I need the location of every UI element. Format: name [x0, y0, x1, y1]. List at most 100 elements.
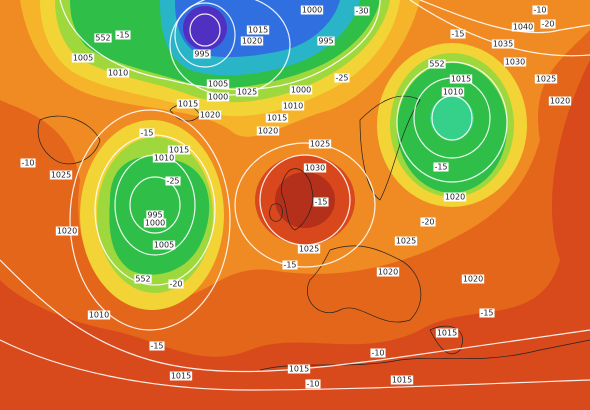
isobar-label: 1000: [145, 219, 165, 228]
label-box: [511, 22, 535, 32]
isobar-label: 552: [429, 60, 444, 69]
label-box: [548, 96, 572, 106]
isobar-label: -15: [140, 129, 153, 138]
isobar-label: 1025: [51, 171, 71, 180]
label-box: [176, 99, 200, 109]
label-box: [305, 379, 321, 389]
isobar-label: 1020: [463, 275, 483, 284]
isobar-label: 1015: [392, 376, 412, 385]
isobar-label: 1025: [237, 88, 257, 97]
label-box: [394, 236, 418, 246]
isobar-label: 995: [318, 37, 333, 46]
label-box: [450, 29, 466, 39]
label-box: [94, 33, 112, 43]
label-box: [354, 6, 370, 16]
label-box: [534, 74, 558, 84]
label-box: [370, 348, 386, 358]
label-box: [289, 85, 313, 95]
label-box: [165, 176, 181, 186]
isobar-label: 552: [95, 34, 110, 43]
label-box: [256, 126, 280, 136]
isobar-label: 1020: [550, 97, 570, 106]
label-box: [143, 218, 167, 228]
label-box: [479, 308, 495, 318]
label-box: [491, 39, 515, 49]
isobar-label: -10: [306, 380, 319, 389]
isobar-label: -15: [283, 261, 296, 270]
label-box: [461, 274, 485, 284]
label-box: [281, 101, 305, 111]
label-box: [198, 110, 222, 120]
isobar-label: -20: [169, 280, 182, 289]
label-box: [169, 371, 193, 381]
isobar-label: -30: [355, 7, 368, 16]
label-box: [443, 192, 467, 202]
isobar-label: -25: [335, 74, 348, 83]
isobar-label: 1005: [154, 241, 174, 250]
isobar-label: -15: [150, 342, 163, 351]
label-box: [206, 79, 230, 89]
isobar-label: 1010: [154, 154, 174, 163]
isobar-label: 1015: [437, 329, 457, 338]
label-box: [193, 49, 211, 59]
isobar-label: 1010: [443, 88, 463, 97]
isobar-label: -15: [116, 31, 129, 40]
label-box: [71, 53, 95, 63]
isobar-label: -20: [541, 20, 554, 29]
label-box: [139, 128, 155, 138]
label-box: [313, 197, 329, 207]
label-box: [420, 217, 436, 227]
label-box: [433, 162, 449, 172]
isobar-label: 1015: [248, 26, 268, 35]
isobar-label: -10: [371, 349, 384, 358]
isobar-label: -10: [533, 6, 546, 15]
isobar-label: 1015: [171, 372, 191, 381]
label-box: [152, 240, 176, 250]
isobar-label: 1020: [258, 127, 278, 136]
isobar-label: 1020: [378, 268, 398, 277]
isobar-label: 1010: [283, 102, 303, 111]
isobar-label: 552: [135, 275, 150, 284]
isobar-label: -25: [166, 177, 179, 186]
isobar-label: 1025: [310, 140, 330, 149]
isobar-label: -15: [480, 309, 493, 318]
isobar-label: 1040: [513, 23, 533, 32]
label-box: [428, 59, 446, 69]
isobar-label: -15: [451, 30, 464, 39]
isobar-label: 1015: [451, 75, 471, 84]
label-box: [390, 375, 414, 385]
label-box: [449, 74, 473, 84]
label-box: [115, 30, 131, 40]
isobar-label: 1000: [208, 93, 228, 102]
isobar-label: 1000: [302, 6, 322, 15]
isobar-label: -10: [21, 159, 34, 168]
label-box: [134, 274, 152, 284]
label-box: [167, 145, 191, 155]
label-box: [334, 73, 350, 83]
label-box: [106, 68, 130, 78]
isobar-label: 1025: [396, 237, 416, 246]
label-box: [435, 328, 459, 338]
isobar-label: 1020: [445, 193, 465, 202]
label-box: [441, 87, 465, 97]
label-box: [303, 163, 327, 173]
label-box: [317, 36, 335, 46]
label-box: [152, 153, 176, 163]
isobar-label: 1015: [178, 100, 198, 109]
label-box: [308, 139, 332, 149]
label-box: [246, 25, 270, 35]
label-box: [287, 364, 311, 374]
isobar-label: 1020: [200, 111, 220, 120]
isobar-label: 1000: [291, 86, 311, 95]
isobar-label: 1030: [305, 164, 325, 173]
isobar-label: 995: [147, 211, 162, 220]
isobar-label: 1030: [505, 58, 525, 67]
isobar-label: 1015: [169, 146, 189, 155]
isobar-label: 1010: [89, 311, 109, 320]
isobar-label: 1015: [267, 114, 287, 123]
isobar-label: -15: [314, 198, 327, 207]
isobar-label: 1025: [536, 75, 556, 84]
isobar-label: -15: [434, 163, 447, 172]
label-box: [20, 158, 36, 168]
